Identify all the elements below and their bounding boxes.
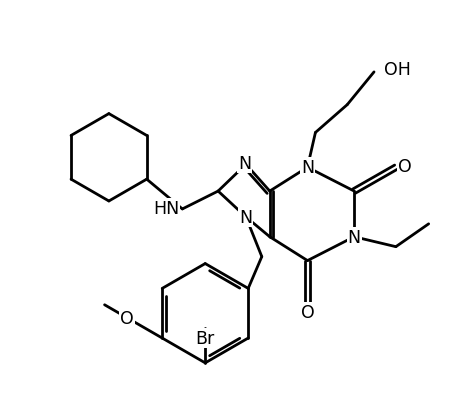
Text: N: N xyxy=(301,159,314,177)
Text: O: O xyxy=(398,158,412,176)
Text: N: N xyxy=(348,228,361,246)
Text: Br: Br xyxy=(196,329,215,347)
Text: N: N xyxy=(238,155,251,173)
Text: OH: OH xyxy=(384,61,411,79)
Text: N: N xyxy=(239,209,252,226)
Text: O: O xyxy=(120,309,134,327)
Text: O: O xyxy=(301,304,314,322)
Text: HN: HN xyxy=(153,199,179,217)
